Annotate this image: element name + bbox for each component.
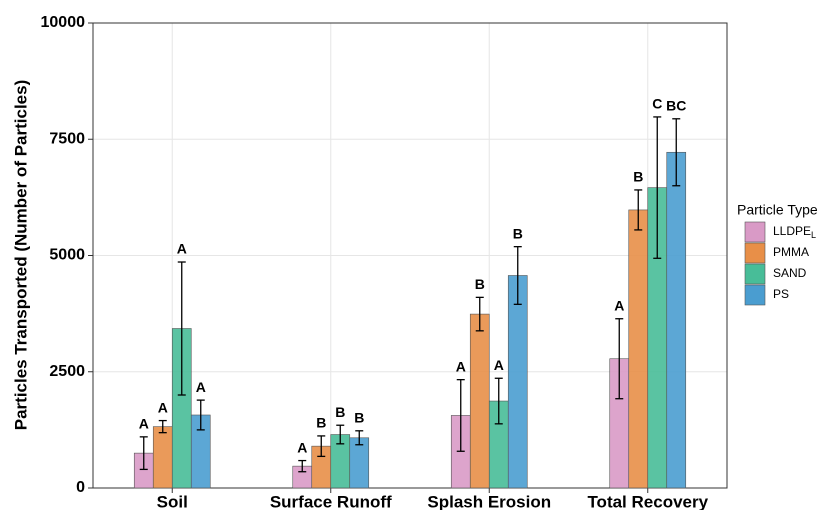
legend-swatch (744, 221, 766, 243)
legend-swatch (744, 284, 766, 306)
bar (507, 275, 528, 489)
error-bar (513, 246, 522, 305)
bar (628, 209, 649, 489)
legend-label: PS (773, 287, 789, 301)
y-axis-label: Particles Transported (Number of Particl… (11, 80, 30, 431)
significance-label: A (456, 358, 466, 374)
significance-label: B (513, 225, 523, 241)
error-bar (196, 399, 205, 431)
significance-label: A (139, 416, 149, 432)
y-tick-label: 10000 (41, 14, 86, 31)
bar (152, 426, 173, 489)
bar (469, 313, 490, 489)
y-tick-label: 2500 (49, 363, 85, 380)
legend-name: PS (773, 287, 789, 301)
error-bar (139, 436, 148, 471)
significance-label: B (316, 415, 326, 431)
significance-label: A (494, 357, 504, 373)
error-bar (158, 419, 167, 434)
significance-label: A (614, 297, 624, 313)
error-bar (317, 435, 326, 458)
legend-name: LLDPE (773, 224, 811, 238)
error-bar (672, 118, 681, 187)
plot-frame (92, 22, 728, 489)
significance-label: C (652, 96, 662, 112)
legend-label: PMMA (773, 245, 809, 259)
legend-name: PMMA (773, 245, 809, 259)
legend-label: LLDPEL (773, 224, 816, 240)
legend-title: Particle Type (737, 202, 818, 218)
error-bar (177, 261, 186, 396)
legend-subscript: L (811, 230, 816, 240)
y-tick-label: 5000 (49, 247, 85, 264)
error-bar (298, 459, 307, 473)
significance-label: B (475, 276, 485, 292)
x-tick-label: Soil (157, 492, 188, 510)
error-bar (494, 377, 503, 425)
significance-label: B (354, 410, 364, 426)
significance-label: A (158, 399, 168, 415)
significance-label: A (196, 379, 206, 395)
legend-name: SAND (773, 266, 807, 280)
y-tick-label: 0 (76, 479, 85, 496)
legend-label: SAND (773, 266, 807, 280)
bar (666, 151, 687, 489)
legend-swatch (744, 242, 766, 264)
significance-label: B (335, 404, 345, 420)
error-bar (615, 318, 624, 400)
significance-label: B (633, 169, 643, 185)
significance-label: A (177, 241, 187, 257)
y-tick-label: 7500 (49, 130, 85, 147)
significance-label: A (297, 439, 307, 455)
error-bar (355, 430, 364, 446)
error-bar (456, 379, 465, 452)
legend-swatch (744, 263, 766, 285)
error-bar (336, 424, 345, 445)
x-tick-label: Total Recovery (587, 492, 708, 510)
error-bar (475, 296, 484, 332)
x-tick-label: Splash Erosion (427, 492, 551, 510)
x-tick-label: Surface Runoff (270, 492, 392, 510)
significance-label: BC (666, 97, 686, 113)
error-bar (653, 116, 662, 259)
error-bar (634, 189, 643, 231)
